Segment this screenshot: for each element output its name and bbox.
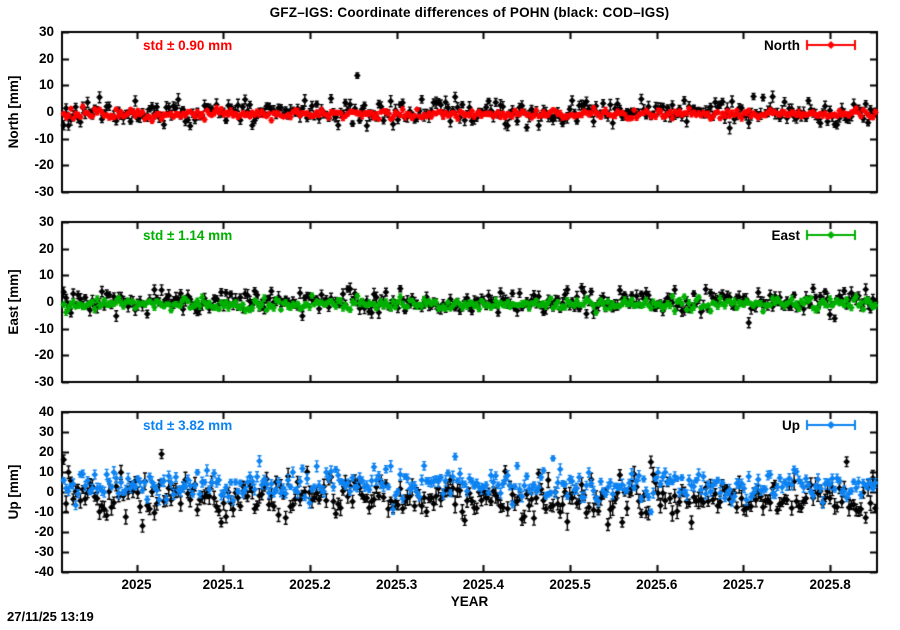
timestamp: 27/11/25 13:19 [7,609,94,624]
std-label-up: std ± 3.82 mm [143,418,233,433]
x-tick-label: 2025.1 [202,577,244,592]
y-tick-label: -30 [34,374,54,389]
y-tick-label: -30 [34,544,54,559]
y-tick-label: 30 [38,214,54,229]
y-tick-label: 20 [38,240,54,256]
y-tick-label: -20 [34,524,54,539]
y-tick-label: 30 [38,24,54,39]
x-tick-label: 2025.4 [462,577,504,592]
y-tick-label: -20 [34,347,54,363]
x-axis-label: YEAR [450,594,489,609]
y-tick-label: -10 [34,504,54,519]
y-tick-label: 10 [38,267,54,283]
y-tick-label: 0 [46,104,54,119]
legend-label-up: Up [782,418,800,433]
legend-label-north: North [764,38,800,53]
x-tick-label: 2025.7 [722,577,765,592]
chart-title: GFZ–IGS: Coordinate differences of POHN … [269,5,670,20]
y-tick-label: 30 [38,424,54,439]
y-tick-label: -20 [34,157,54,173]
std-label-north: std ± 0.90 mm [143,38,233,53]
y-tick-label: 10 [38,77,54,93]
x-tick-label: 2025.8 [809,577,851,592]
y-tick-label: 20 [38,50,54,66]
y-tick-label: -10 [34,130,54,146]
y-tick-label: 0 [46,484,54,499]
legend-label-east: East [771,228,800,243]
y-tick-label: 10 [38,464,54,479]
x-tick-label: 2025.2 [289,577,331,592]
x-tick-label: 2025.5 [549,577,591,592]
y-tick-label: -30 [34,184,54,199]
y-tick-label: 40 [38,404,54,419]
y-tick-label: -40 [34,564,54,579]
x-tick-label: 2025.6 [636,577,678,592]
x-tick-label: 2025.3 [376,577,418,592]
y-tick-label: 20 [38,444,54,459]
y-tick-label: -10 [34,320,54,336]
x-tick-label: 2025 [121,577,152,592]
std-label-east: std ± 1.14 mm [143,228,233,243]
y-tick-label: 0 [46,294,54,309]
